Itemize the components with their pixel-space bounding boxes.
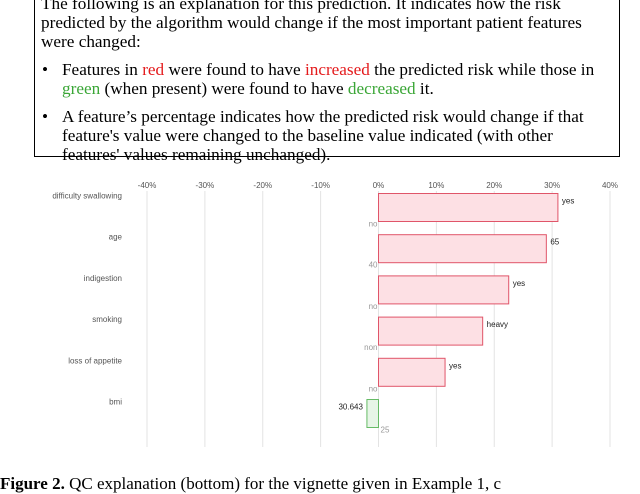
- bullet-percentage-explanation: • A feature’s percentage indicates how t…: [41, 107, 609, 164]
- x-tick-label: -40%: [138, 181, 157, 190]
- x-tick-label: 20%: [486, 181, 502, 190]
- bullet-mark: •: [42, 107, 49, 126]
- bullet1-text-5: it.: [415, 79, 434, 98]
- feature-label: difficulty swallowing: [52, 192, 122, 201]
- red-word: red: [142, 60, 165, 79]
- bullet1-text-3: the predicted risk while those in: [369, 60, 595, 79]
- x-tick-label: 0%: [373, 181, 385, 190]
- feature-label: smoking: [92, 315, 122, 324]
- baseline-label: 25: [381, 426, 390, 435]
- value-label: yes: [513, 279, 525, 288]
- value-label: heavy: [487, 320, 508, 329]
- feature-importance-chart: -40% -30% -20% -10% 0% 10% 20% 30% 40% difficulty…: [52, 181, 618, 447]
- feature-label: loss of appetite: [68, 356, 122, 365]
- feature-label: bmi: [109, 398, 122, 407]
- x-tick-label: -30%: [196, 181, 215, 190]
- value-label: 30.643: [338, 403, 363, 412]
- feature-label: indigestion: [84, 274, 122, 283]
- bullet1-text-1: Features in: [62, 60, 143, 79]
- bullet-mark: •: [42, 60, 49, 79]
- bullet-color-legend: • Features in red were found to have inc…: [41, 60, 609, 98]
- baseline-label: non: [364, 343, 377, 352]
- bar: [378, 193, 559, 222]
- bar: [378, 275, 510, 305]
- x-tick-label: -20%: [253, 181, 272, 190]
- bullet2-text: A feature’s percentage indicates how the…: [62, 107, 584, 164]
- value-label: 65: [550, 238, 559, 247]
- x-tick-label: 10%: [428, 181, 444, 190]
- increased-word: increased: [304, 60, 370, 79]
- bar: [366, 399, 379, 428]
- caption-text: QC explanation (bottom) for the vignette…: [64, 474, 502, 493]
- x-tick-label: 40%: [602, 181, 618, 190]
- bullet1-text-4: (when present) were found to have: [100, 79, 348, 98]
- bullet1-text-2: were found to have: [164, 60, 305, 79]
- baseline-label: 40: [369, 261, 378, 270]
- explanation-intro: The following is an explanation for this…: [41, 0, 582, 51]
- bar: [378, 316, 484, 346]
- x-tick-label: -10%: [311, 181, 330, 190]
- decreased-word: decreased: [347, 79, 416, 98]
- figure-caption: Figure 2. QC explanation (bottom) for th…: [0, 474, 501, 494]
- baseline-label: no: [369, 384, 378, 393]
- value-label: yes: [562, 197, 574, 206]
- baseline-label: no: [369, 302, 378, 311]
- explanation-box: The following is an explanation for this…: [34, 0, 620, 164]
- bar: [378, 234, 547, 264]
- baseline-label: no: [369, 220, 378, 229]
- green-word: green: [62, 79, 101, 98]
- bar: [378, 357, 446, 387]
- value-label: yes: [449, 361, 461, 370]
- figure-label: Figure 2.: [0, 474, 65, 493]
- x-tick-label: 30%: [544, 181, 560, 190]
- feature-label: age: [109, 233, 123, 242]
